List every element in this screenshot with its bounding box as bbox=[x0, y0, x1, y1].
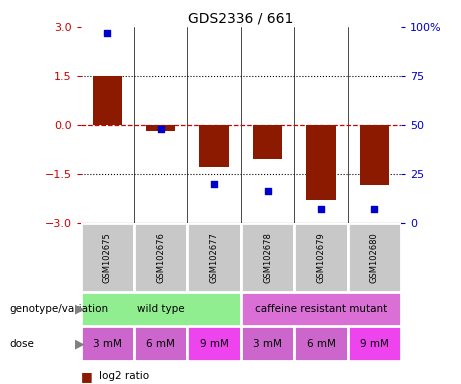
Bar bbox=[134, 223, 188, 292]
Bar bbox=[200, 125, 229, 167]
Text: GSM102680: GSM102680 bbox=[370, 232, 379, 283]
Text: log2 ratio: log2 ratio bbox=[99, 371, 149, 381]
Bar bbox=[360, 125, 389, 185]
Bar bbox=[146, 125, 176, 131]
Bar bbox=[348, 326, 401, 361]
Point bbox=[104, 30, 111, 36]
Text: caffeine resistant mutant: caffeine resistant mutant bbox=[255, 304, 387, 314]
Text: 9 mM: 9 mM bbox=[200, 339, 229, 349]
Text: genotype/variation: genotype/variation bbox=[9, 304, 108, 314]
Text: 6 mM: 6 mM bbox=[307, 339, 336, 349]
Point bbox=[211, 180, 218, 187]
Bar bbox=[81, 326, 134, 361]
Text: GSM102677: GSM102677 bbox=[210, 232, 219, 283]
Text: dose: dose bbox=[9, 339, 34, 349]
Text: 6 mM: 6 mM bbox=[146, 339, 175, 349]
Bar bbox=[81, 223, 134, 292]
Text: wild type: wild type bbox=[137, 304, 184, 314]
Text: 3 mM: 3 mM bbox=[253, 339, 282, 349]
Bar bbox=[241, 326, 294, 361]
Bar bbox=[306, 125, 336, 200]
Text: GSM102676: GSM102676 bbox=[156, 232, 165, 283]
Text: ■: ■ bbox=[81, 370, 92, 383]
Title: GDS2336 / 661: GDS2336 / 661 bbox=[188, 12, 294, 26]
Text: 9 mM: 9 mM bbox=[360, 339, 389, 349]
Bar bbox=[134, 326, 188, 361]
Bar bbox=[188, 326, 241, 361]
Bar bbox=[294, 223, 348, 292]
Bar bbox=[93, 76, 122, 125]
Bar bbox=[241, 292, 401, 326]
Point bbox=[264, 188, 271, 194]
Point bbox=[157, 126, 165, 132]
Text: GSM102678: GSM102678 bbox=[263, 232, 272, 283]
Text: ▶: ▶ bbox=[75, 337, 85, 350]
Bar bbox=[241, 223, 294, 292]
Bar bbox=[253, 125, 282, 159]
Text: 3 mM: 3 mM bbox=[93, 339, 122, 349]
Bar bbox=[348, 223, 401, 292]
Text: GSM102679: GSM102679 bbox=[316, 232, 325, 283]
Point bbox=[317, 206, 325, 212]
Bar bbox=[294, 326, 348, 361]
Text: ▶: ▶ bbox=[75, 303, 85, 316]
Text: GSM102675: GSM102675 bbox=[103, 232, 112, 283]
Bar bbox=[81, 292, 241, 326]
Point bbox=[371, 206, 378, 212]
Bar bbox=[188, 223, 241, 292]
